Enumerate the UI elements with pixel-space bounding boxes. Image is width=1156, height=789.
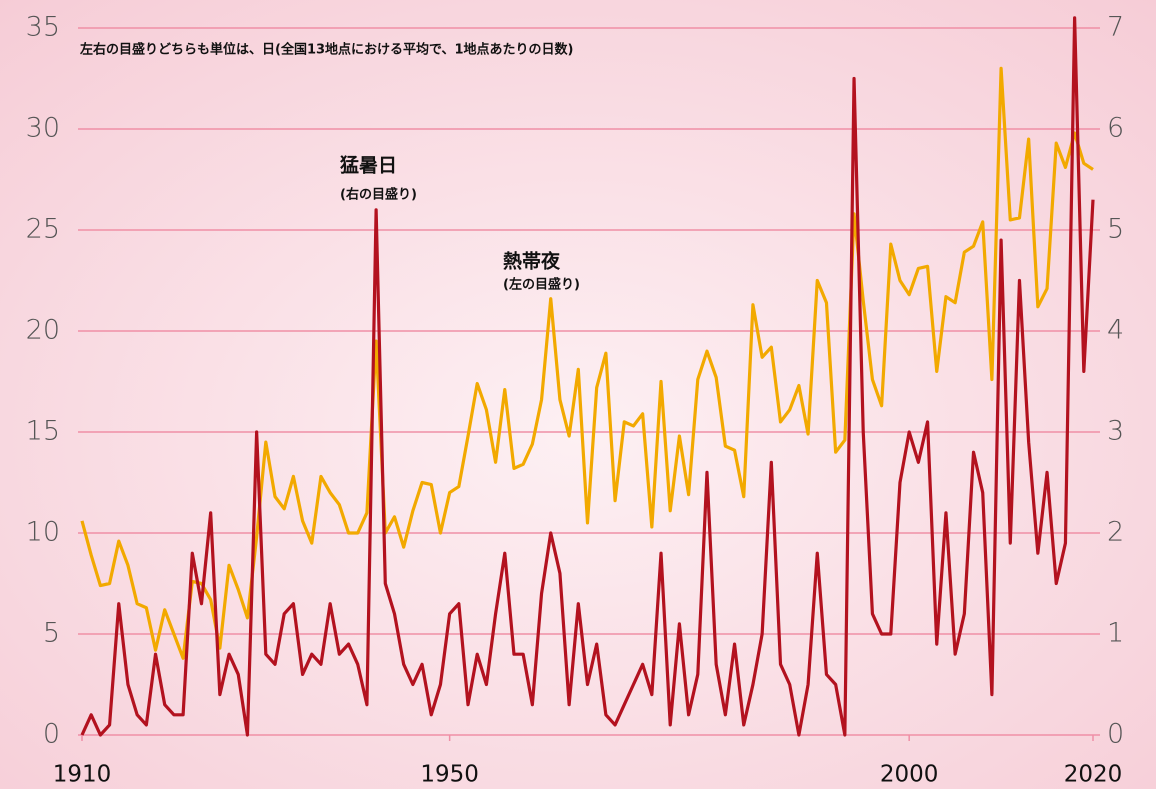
annotation: 猛暑日 bbox=[339, 154, 397, 177]
y2-tick-label: 0 bbox=[1107, 719, 1124, 750]
y-tick-label: 35 bbox=[26, 12, 60, 43]
grid bbox=[78, 27, 1100, 741]
x-tick-label: 2020 bbox=[1064, 762, 1123, 788]
series-line bbox=[80, 16, 1095, 737]
x-tick-label: 2000 bbox=[880, 762, 939, 788]
x-tick-label: 1910 bbox=[53, 762, 112, 788]
y2-tick-label: 2 bbox=[1107, 517, 1124, 548]
annotation: (右の目盛り) bbox=[340, 187, 417, 203]
y-tick-label: 20 bbox=[26, 315, 60, 346]
y2-tick-label: 1 bbox=[1107, 618, 1124, 649]
x-tick-label: 1950 bbox=[420, 762, 479, 788]
y-tick-label: 15 bbox=[26, 416, 60, 447]
y2-tick-label: 6 bbox=[1107, 113, 1124, 144]
y2-tick-label: 3 bbox=[1107, 416, 1124, 447]
annotation: 熱帯夜 bbox=[503, 250, 561, 273]
y2-tick-label: 7 bbox=[1107, 12, 1124, 43]
y2-tick-label: 4 bbox=[1107, 315, 1124, 346]
lines bbox=[80, 16, 1095, 737]
y-tick-label: 10 bbox=[26, 517, 60, 548]
note: 左右の目盛りどちらも単位は、日(全国13地点における平均で、1地点あたりの日数) bbox=[80, 42, 574, 58]
y-tick-label: 0 bbox=[43, 719, 60, 750]
y-tick-label: 5 bbox=[43, 618, 60, 649]
y-tick-label: 30 bbox=[26, 113, 60, 144]
annotation: (左の目盛り) bbox=[503, 277, 580, 293]
y2-tick-label: 5 bbox=[1107, 214, 1124, 245]
y-tick-label: 25 bbox=[26, 214, 60, 245]
